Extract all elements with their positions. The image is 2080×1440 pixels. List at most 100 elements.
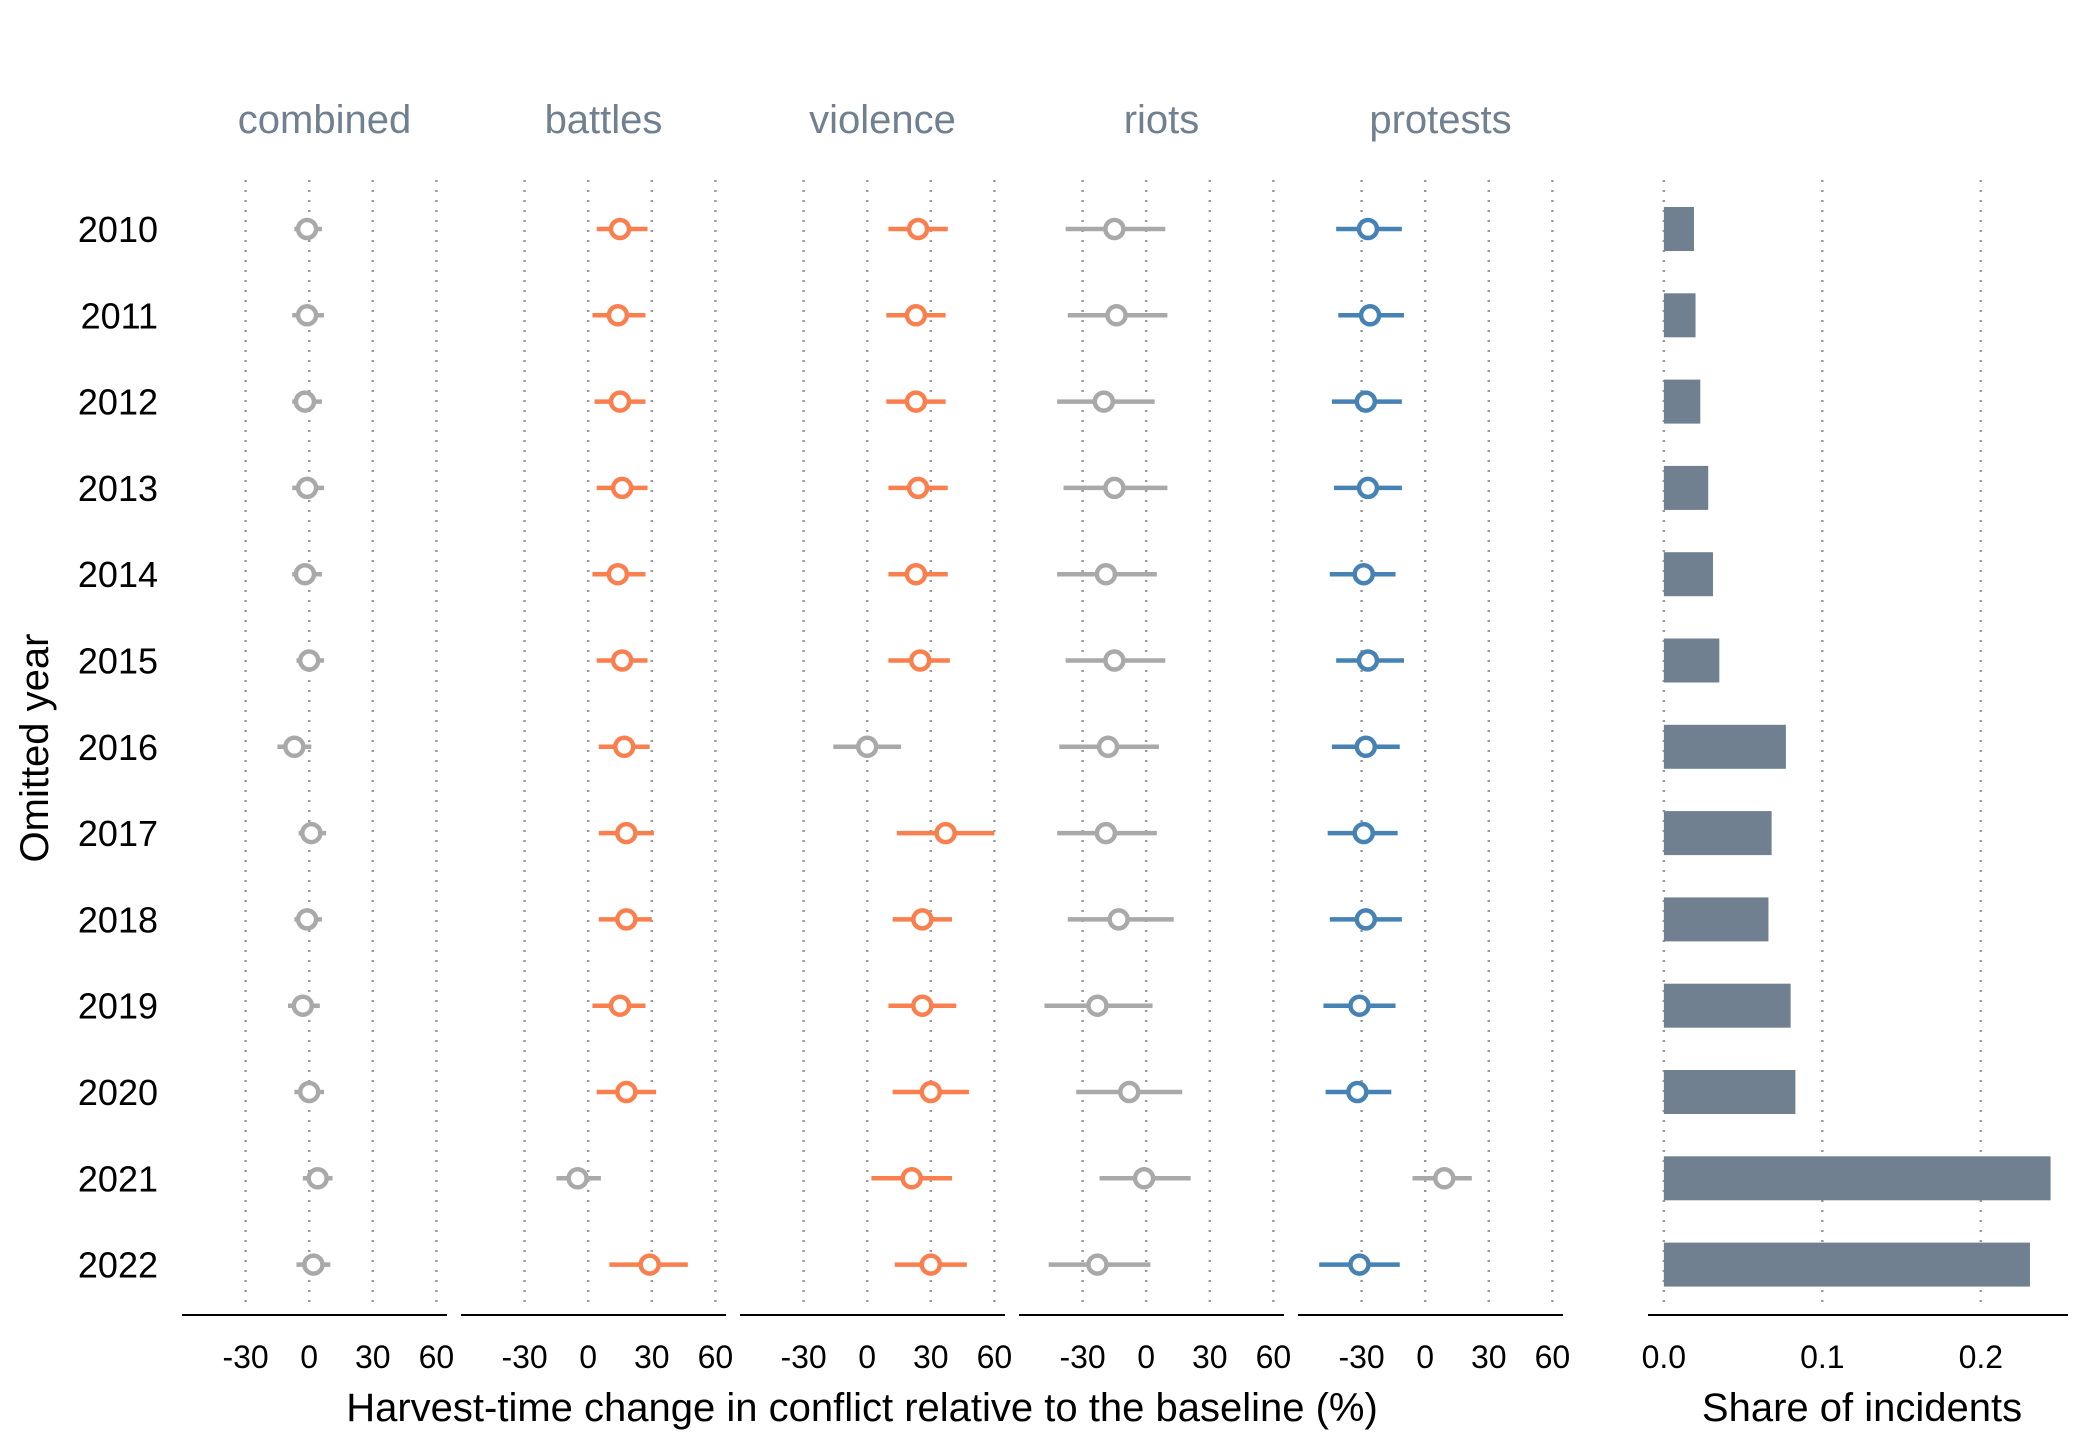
- point-combined-2020: [297, 1080, 321, 1104]
- year-label-2013: 2013: [78, 468, 158, 509]
- point-battles-2011: [606, 304, 630, 327]
- point-combined-2012: [293, 390, 317, 413]
- point-violence-2014: [904, 562, 928, 586]
- point-battles-2020: [615, 1080, 638, 1104]
- point-combined-2011: [295, 304, 319, 327]
- tick-label-share-0.0: 0.0: [1642, 1339, 1686, 1375]
- point-battles-2019: [608, 994, 632, 1017]
- point-riots-2021: [1132, 1167, 1156, 1190]
- bar-share-2017: [1663, 811, 1772, 856]
- year-label-2012: 2012: [78, 382, 158, 423]
- tick-label-combined-0: 0: [300, 1339, 318, 1375]
- point-violence-2013: [906, 476, 930, 500]
- point-combined-2018: [295, 908, 319, 931]
- point-riots-2012: [1092, 390, 1116, 413]
- point-riots-2020: [1117, 1080, 1141, 1104]
- tick-label-riots-0: 0: [1137, 1339, 1155, 1375]
- tick-label-violence-30: 30: [913, 1339, 949, 1375]
- point-violence-2010: [906, 217, 930, 241]
- x-axis-title: Harvest-time change in conflict relative…: [346, 1386, 1378, 1430]
- year-label-2010: 2010: [78, 209, 158, 250]
- panel-title-battles: battles: [545, 98, 663, 142]
- point-battles-2015: [610, 649, 634, 672]
- point-riots-2015: [1103, 649, 1126, 672]
- point-protests-2018: [1354, 908, 1378, 931]
- point-violence-2020: [919, 1080, 943, 1104]
- tick-label-protests--30: -30: [1338, 1339, 1384, 1375]
- point-combined-2016: [283, 735, 306, 759]
- point-protests-2010: [1356, 217, 1380, 241]
- point-riots-2019: [1086, 994, 1109, 1017]
- point-violence-2021: [900, 1167, 923, 1190]
- bar-share-2019: [1663, 983, 1791, 1028]
- point-violence-2015: [908, 649, 932, 672]
- point-violence-2018: [911, 908, 934, 931]
- year-label-2019: 2019: [78, 986, 158, 1027]
- tick-label-share-0.1: 0.1: [1800, 1339, 1844, 1375]
- point-protests-2019: [1348, 994, 1371, 1017]
- point-violence-2017: [934, 821, 957, 845]
- bar-share-2012: [1663, 379, 1701, 424]
- tick-label-battles-60: 60: [698, 1339, 734, 1375]
- point-protests-2021: [1433, 1167, 1456, 1190]
- year-label-2022: 2022: [78, 1245, 158, 1286]
- year-label-2011: 2011: [81, 295, 158, 336]
- point-protests-2022: [1348, 1253, 1371, 1276]
- tick-label-violence-0: 0: [858, 1339, 876, 1375]
- tick-label-battles-0: 0: [579, 1339, 597, 1375]
- bar-share-2010: [1663, 207, 1694, 251]
- point-protests-2014: [1352, 562, 1375, 586]
- point-battles-2014: [606, 562, 630, 586]
- tick-label-violence--30: -30: [780, 1339, 826, 1375]
- point-violence-2016: [855, 735, 879, 759]
- bar-share-2022: [1663, 1242, 2030, 1287]
- point-combined-2014: [293, 562, 317, 586]
- tick-label-combined-60: 60: [419, 1339, 455, 1375]
- point-violence-2022: [919, 1253, 943, 1276]
- point-riots-2013: [1103, 476, 1126, 500]
- point-combined-2017: [300, 821, 323, 845]
- bar-share-2021: [1663, 1156, 2051, 1201]
- tick-label-violence-60: 60: [977, 1339, 1013, 1375]
- panel-title-combined: combined: [238, 98, 411, 142]
- point-riots-2022: [1086, 1253, 1109, 1276]
- point-combined-2021: [306, 1167, 329, 1190]
- point-protests-2011: [1358, 304, 1382, 327]
- point-riots-2017: [1094, 821, 1118, 845]
- panel-title-protests: protests: [1369, 98, 1511, 142]
- bar-share-2013: [1663, 465, 1709, 510]
- tick-label-protests-30: 30: [1471, 1339, 1507, 1375]
- point-combined-2015: [297, 649, 321, 672]
- year-label-2015: 2015: [78, 641, 158, 682]
- point-protests-2020: [1346, 1080, 1369, 1104]
- tick-label-combined-30: 30: [355, 1339, 391, 1375]
- point-protests-2013: [1356, 476, 1380, 500]
- point-violence-2019: [911, 994, 934, 1017]
- point-combined-2013: [295, 476, 319, 500]
- bar-share-2014: [1663, 552, 1713, 597]
- point-battles-2022: [638, 1253, 661, 1276]
- y-axis-title: Omitted year: [13, 634, 57, 863]
- marks: [277, 207, 2051, 1287]
- point-riots-2016: [1096, 735, 1120, 759]
- point-combined-2022: [302, 1253, 325, 1276]
- point-riots-2010: [1103, 217, 1126, 241]
- panel-title-violence: violence: [809, 98, 956, 142]
- point-protests-2015: [1356, 649, 1380, 672]
- year-label-2016: 2016: [78, 727, 158, 768]
- tick-label-combined--30: -30: [222, 1339, 268, 1375]
- point-combined-2010: [295, 217, 319, 241]
- year-label-2017: 2017: [78, 813, 158, 854]
- bar-share-2016: [1663, 724, 1786, 769]
- bar-share-2020: [1663, 1070, 1796, 1114]
- year-label-2018: 2018: [78, 899, 158, 940]
- point-violence-2011: [904, 304, 928, 327]
- bar-share-2018: [1663, 897, 1769, 942]
- point-battles-2013: [610, 476, 634, 500]
- tick-label-riots-60: 60: [1256, 1339, 1292, 1375]
- share-axis-title: Share of incidents: [1702, 1386, 2022, 1430]
- tick-label-share-0.2: 0.2: [1959, 1339, 2003, 1375]
- year-label-2014: 2014: [78, 554, 158, 595]
- tick-label-riots--30: -30: [1059, 1339, 1105, 1375]
